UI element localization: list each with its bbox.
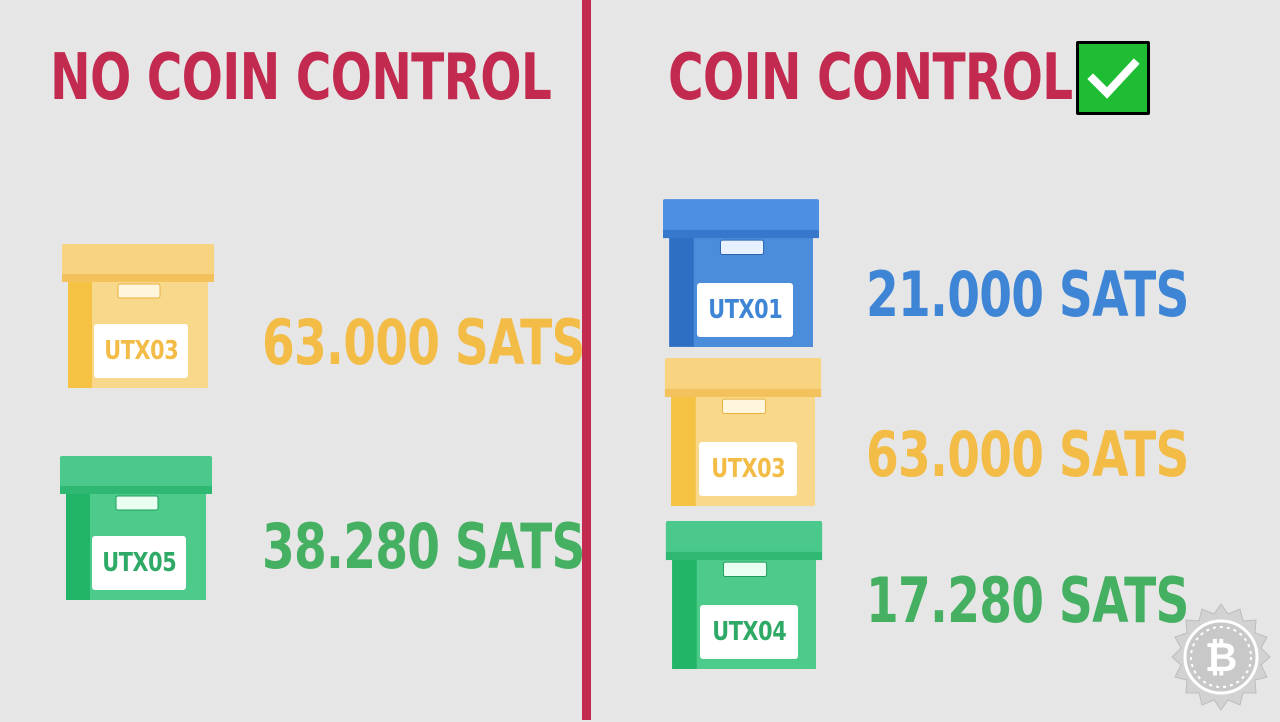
svg-text:₿: ₿ [1205,635,1238,681]
bitcoin-gear-logo-icon: ₿ [1160,600,1280,722]
storage-box-icon: UTX01 [662,198,820,348]
storage-box-icon: UTX04 [664,520,824,670]
sats-amount: 63.000 SATS [866,418,1189,491]
sats-amount: 38.280 SATS [262,510,585,583]
box-label: UTX04 [700,605,798,659]
box-label: UTX05 [92,536,186,590]
sats-amount: 63.000 SATS [262,306,585,379]
box-label: UTX01 [697,283,793,337]
left-title: NO COIN CONTROL [50,41,552,115]
box-label: UTX03 [94,324,188,378]
sats-amount: 21.000 SATS [866,258,1189,331]
column-divider [582,0,591,720]
storage-box-icon: UTX03 [663,357,823,507]
sats-amount: 17.280 SATS [866,564,1189,637]
box-label: UTX03 [699,442,797,496]
right-title: COIN CONTROL: [668,41,1092,115]
storage-box-icon: UTX03 [61,243,215,389]
checkmark-icon [1076,41,1150,115]
storage-box-icon: UTX05 [59,455,213,601]
